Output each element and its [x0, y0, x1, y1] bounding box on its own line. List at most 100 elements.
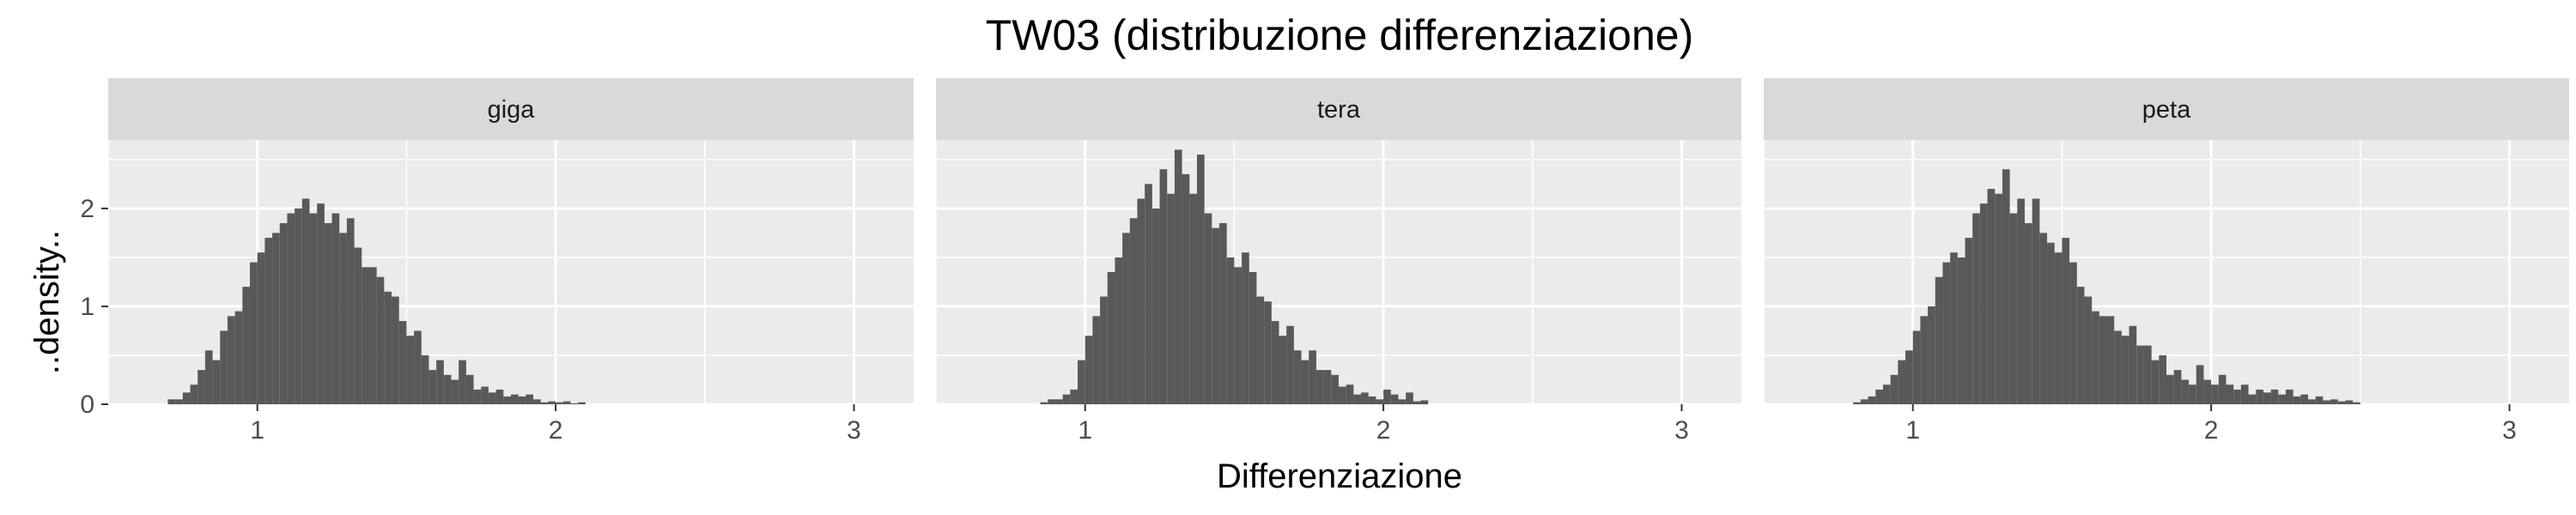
histogram-bar — [227, 316, 235, 404]
histogram-bar — [1420, 400, 1429, 404]
histogram-bar — [1368, 396, 1376, 404]
histogram-bar — [1122, 233, 1130, 404]
histogram-bar — [2240, 385, 2249, 404]
histogram-bar — [421, 354, 429, 404]
histogram-bar — [2009, 213, 2018, 404]
histogram-bar — [182, 392, 191, 404]
histogram-bar — [1226, 257, 1235, 404]
histogram-bar — [495, 389, 504, 404]
x-tick-label: 3 — [1674, 416, 1689, 445]
histogram-bar — [1912, 330, 1921, 404]
x-tick-label: 2 — [1376, 416, 1391, 445]
histogram-bar — [309, 213, 318, 404]
histogram-bar — [1331, 374, 1339, 404]
histogram-bar — [1092, 316, 1101, 404]
histogram-bar — [1950, 252, 1958, 404]
histogram-bar — [1234, 267, 1242, 404]
histogram-bar — [1182, 173, 1190, 405]
histogram-bar — [1054, 399, 1063, 404]
facet-strip — [1764, 78, 2569, 140]
histogram-bar — [324, 222, 332, 404]
histogram-bar — [1890, 374, 1899, 404]
histogram-bar — [1159, 169, 1168, 404]
histogram-bar — [2248, 394, 2257, 404]
histogram-bar — [1286, 325, 1294, 404]
histogram-bar — [1860, 399, 1868, 404]
histogram-bar — [459, 360, 466, 404]
histogram-bar — [1078, 360, 1085, 404]
histogram-bar — [2233, 389, 2241, 404]
histogram-bar — [1279, 336, 1287, 404]
histogram-bar — [317, 203, 325, 404]
facet-strip-label: peta — [2142, 96, 2191, 124]
histogram-bar — [167, 399, 176, 404]
histogram-bar — [414, 330, 422, 404]
facet-panel-giga: giga 1 2 3 0 1 2 — [80, 78, 914, 445]
histogram-bar — [1383, 389, 1391, 404]
histogram-bar — [1151, 208, 1160, 404]
histogram-bar — [212, 360, 221, 404]
histogram-bar — [488, 392, 496, 404]
histogram-bar — [272, 233, 280, 404]
histogram-bar — [234, 311, 243, 404]
y-tick-label: 2 — [80, 195, 94, 223]
histogram-bar — [1137, 198, 1145, 404]
histogram-bar — [1264, 301, 1272, 404]
histogram-bar — [1070, 389, 1078, 404]
histogram-bar — [339, 233, 347, 404]
histogram-bar — [2330, 399, 2338, 404]
histogram-bar — [346, 218, 355, 404]
histogram-bar — [2039, 233, 2048, 404]
histogram-bar — [1390, 394, 1399, 404]
histogram-bar — [1249, 272, 1257, 404]
histogram-bar — [451, 379, 459, 404]
histogram-bar — [242, 287, 251, 404]
histogram-bar — [2106, 316, 2115, 404]
x-tick-label: 1 — [250, 416, 264, 445]
x-tick-label: 1 — [1905, 416, 1920, 445]
histogram-bar — [2196, 365, 2204, 404]
histogram-bar — [2129, 325, 2137, 404]
histogram-bar — [2062, 238, 2070, 404]
histogram-bar — [481, 386, 489, 404]
histogram-bar — [1935, 276, 1943, 404]
histogram-bar — [2032, 198, 2040, 404]
histogram-bar — [533, 399, 541, 404]
facet-panel-tera: tera 1 2 3 — [935, 78, 1741, 445]
y-tick-label: 0 — [80, 391, 94, 419]
histogram-bar — [368, 267, 377, 404]
histogram-bar — [257, 252, 265, 404]
histogram-bar — [1129, 218, 1138, 404]
histogram-bar — [1905, 350, 1913, 404]
histogram-bar — [1256, 296, 1265, 404]
histogram-bar — [526, 394, 534, 404]
facet-strip — [108, 78, 914, 140]
histogram-bar — [2017, 198, 2025, 404]
histogram-bar — [354, 247, 362, 404]
histogram-bar — [1309, 350, 1316, 404]
histogram-bar — [1196, 154, 1205, 404]
histogram-bar — [2211, 385, 2219, 404]
histogram-bar — [361, 267, 369, 404]
histogram-bar — [2285, 389, 2293, 404]
histogram-bar — [562, 401, 571, 404]
histogram-bar — [2345, 400, 2354, 404]
histogram-bar — [279, 222, 288, 404]
histogram-bar — [1995, 193, 2002, 404]
histogram-bar — [2353, 402, 2360, 404]
histogram-bar — [175, 399, 183, 404]
histogram-bar — [1853, 402, 1861, 404]
histogram-bar — [1957, 257, 1965, 404]
histogram-bar — [1972, 213, 1980, 404]
histogram-bar — [204, 350, 213, 404]
histogram-bar — [1323, 370, 1332, 404]
histogram-bar — [2143, 345, 2152, 404]
histogram-bar — [1048, 399, 1055, 404]
histogram-bar — [2159, 354, 2166, 404]
histogram-bar — [1107, 272, 1115, 404]
histogram-bar — [2173, 370, 2182, 404]
histogram-bar — [2256, 389, 2263, 404]
histogram-bar — [295, 208, 302, 404]
histogram-bar — [264, 238, 273, 404]
